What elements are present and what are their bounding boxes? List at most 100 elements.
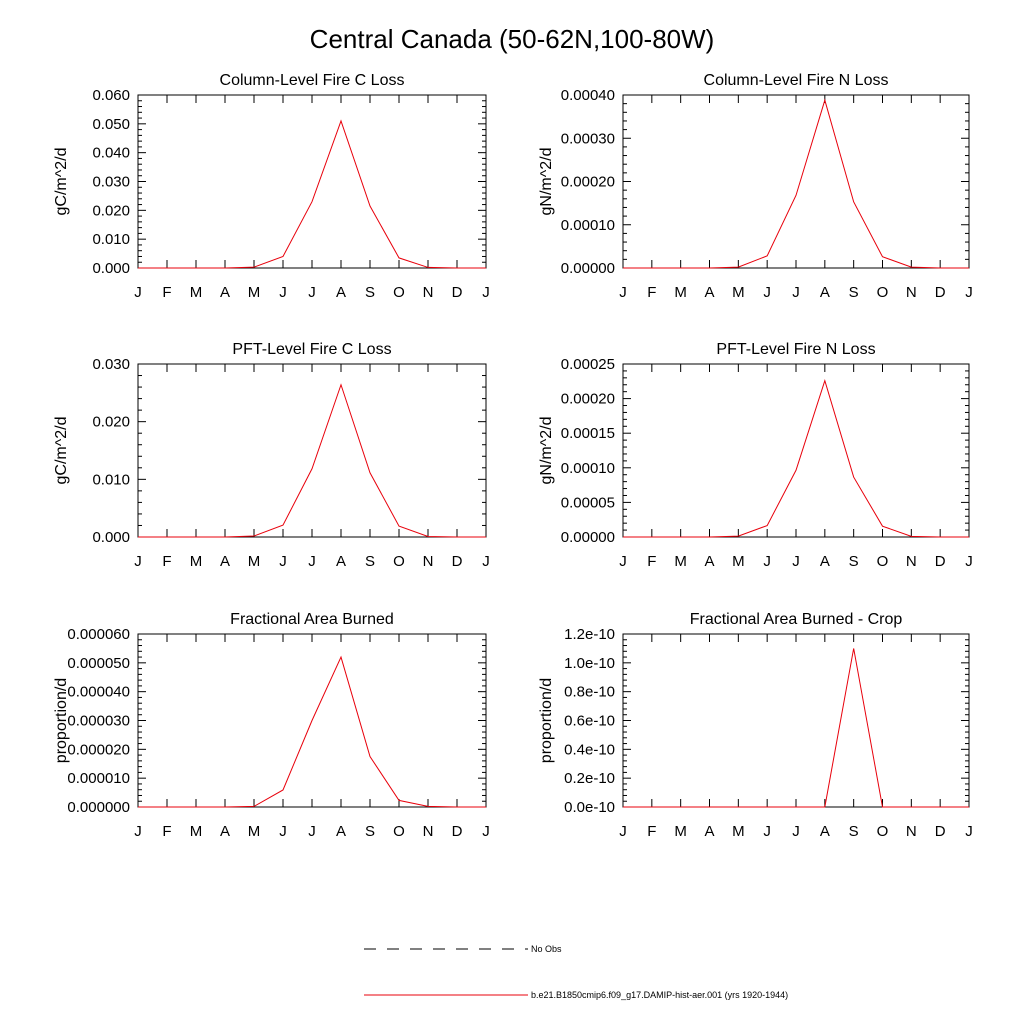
x-tick-label: M <box>732 823 745 840</box>
y-tick-label: 0.00010 <box>561 217 615 234</box>
x-tick-label: S <box>849 823 859 840</box>
x-tick-label: M <box>248 823 261 840</box>
y-tick-label: 0.00025 <box>561 356 615 373</box>
x-tick-label: J <box>134 553 142 570</box>
y-tick-label: 0.060 <box>92 87 130 104</box>
x-tick-label: N <box>423 823 434 840</box>
chart-panel-2: Column-Level Fire N Loss gN/m^2/d 0.00000 0… <box>538 72 973 301</box>
series-line <box>138 655 486 808</box>
x-tick-label: N <box>906 823 917 840</box>
y-tick-label: 0.030 <box>92 356 130 373</box>
x-tick-label: J <box>308 553 316 570</box>
x-tick-label: J <box>482 284 490 301</box>
x-tick-label: F <box>162 553 171 570</box>
x-tick-label: J <box>308 284 316 301</box>
x-tick-label: J <box>279 284 287 301</box>
panel-title: PFT-Level Fire N Loss <box>716 341 875 358</box>
x-tick-label: J <box>619 823 627 840</box>
y-tick-label: 0.4e-10 <box>564 741 615 758</box>
x-tick-label: J <box>279 823 287 840</box>
x-tick-label: M <box>732 284 745 301</box>
y-tick-label: 0.020 <box>92 202 130 219</box>
y-tick-label: 0.010 <box>92 231 130 248</box>
y-tick-label: 0.000050 <box>67 655 130 672</box>
y-tick-label: 0.00010 <box>561 460 615 477</box>
series-line <box>138 119 486 269</box>
plot-frame <box>622 94 970 269</box>
y-tick-label: 0.00000 <box>561 529 615 546</box>
y-tick-label: 0.040 <box>92 145 130 162</box>
y-tick-label: 0.00000 <box>561 260 615 277</box>
y-tick-label: 0.000000 <box>67 799 130 816</box>
y-tick-label: 0.000060 <box>67 626 130 643</box>
y-axis-label: gN/m^2/d <box>538 148 555 216</box>
y-axis-label: proportion/d <box>538 678 555 763</box>
plot-frame <box>137 94 487 269</box>
x-tick-label: M <box>732 553 745 570</box>
x-tick-label: D <box>452 553 463 570</box>
x-tick-label: M <box>248 284 261 301</box>
x-tick-label: F <box>647 823 656 840</box>
x-tick-label: F <box>647 284 656 301</box>
x-tick-label: S <box>365 284 375 301</box>
x-tick-label: A <box>336 823 346 840</box>
x-tick-label: A <box>820 823 830 840</box>
x-tick-label: O <box>393 553 405 570</box>
x-tick-label: A <box>704 284 714 301</box>
x-tick-label: O <box>393 823 405 840</box>
y-tick-label: 0.000010 <box>67 770 130 787</box>
x-tick-label: N <box>906 553 917 570</box>
panel-title: Column-Level Fire N Loss <box>704 72 889 89</box>
x-tick-label: S <box>365 553 375 570</box>
series-line <box>623 378 969 538</box>
x-tick-label: A <box>336 553 346 570</box>
x-tick-label: J <box>965 284 973 301</box>
y-tick-label: 0.8e-10 <box>564 684 615 701</box>
x-tick-label: D <box>935 553 946 570</box>
x-tick-label: A <box>820 284 830 301</box>
x-tick-label: D <box>935 823 946 840</box>
x-tick-label: M <box>190 823 203 840</box>
y-tick-label: 0.030 <box>92 174 130 191</box>
y-tick-label: 1.2e-10 <box>564 626 615 643</box>
x-tick-label: J <box>763 553 771 570</box>
y-tick-label: 0.2e-10 <box>564 770 615 787</box>
y-tick-label: 0.00015 <box>561 425 615 442</box>
series-line <box>623 98 969 269</box>
x-tick-label: A <box>820 553 830 570</box>
x-tick-label: A <box>336 284 346 301</box>
x-tick-label: J <box>279 553 287 570</box>
x-tick-label: J <box>134 823 142 840</box>
x-tick-label: D <box>452 823 463 840</box>
x-tick-label: M <box>190 284 203 301</box>
x-tick-label: A <box>220 284 230 301</box>
y-tick-label: 0.00020 <box>561 174 615 191</box>
y-tick-label: 0.000 <box>92 260 130 277</box>
x-tick-label: N <box>423 284 434 301</box>
x-tick-label: S <box>365 823 375 840</box>
series-line <box>623 648 969 808</box>
x-tick-label: M <box>674 553 687 570</box>
x-tick-label: O <box>877 553 889 570</box>
chart-panel-4: PFT-Level Fire N Loss gN/m^2/d 0.00000 0.00… <box>538 341 973 570</box>
x-tick-label: J <box>792 553 800 570</box>
y-tick-label: 0.00005 <box>561 494 615 511</box>
y-tick-label: 0.000030 <box>67 713 130 730</box>
x-tick-label: J <box>792 284 800 301</box>
series-line <box>138 383 486 538</box>
y-tick-label: 0.010 <box>92 471 130 488</box>
y-tick-label: 0.0e-10 <box>564 799 615 816</box>
figure-title: Central Canada (50-62N,100-80W) <box>310 24 715 54</box>
y-tick-label: 0.6e-10 <box>564 713 615 730</box>
y-tick-label: 0.000 <box>92 529 130 546</box>
x-tick-label: A <box>704 553 714 570</box>
plot-frame <box>137 363 487 538</box>
chart-panels: Column-Level Fire C Loss gC/m^2/d 0.000 0.0… <box>53 72 973 840</box>
legend-obs-label: No Obs <box>531 944 562 954</box>
x-tick-label: S <box>849 284 859 301</box>
x-tick-label: J <box>134 284 142 301</box>
x-tick-label: M <box>248 553 261 570</box>
panel-title: Fractional Area Burned - Crop <box>690 611 903 628</box>
chart-panel-3: PFT-Level Fire C Loss gC/m^2/d 0.000 0.010 0… <box>53 341 490 570</box>
chart-panel-6: Fractional Area Burned - Crop proportion/… <box>538 611 973 840</box>
